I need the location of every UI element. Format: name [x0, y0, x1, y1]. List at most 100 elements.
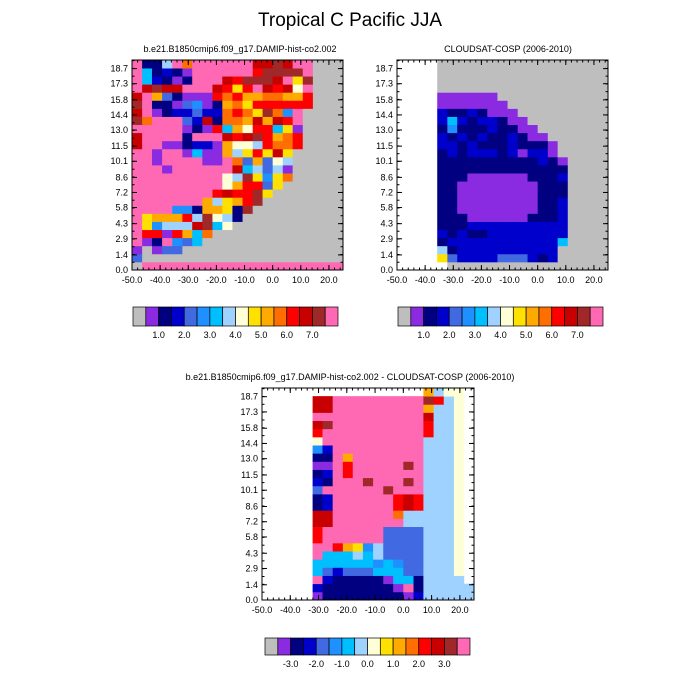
heatmap-cell [342, 477, 354, 487]
heatmap-cell [292, 253, 304, 263]
heatmap-cell [437, 213, 448, 222]
heatmap-cell [567, 237, 579, 247]
heatmap-cell [457, 108, 468, 117]
y-tick-label: 4.3 [115, 219, 128, 229]
heatmap-cell [232, 68, 243, 77]
heatmap-cell [292, 245, 304, 255]
heatmap-cell [292, 205, 304, 214]
heatmap-cell [373, 461, 384, 470]
heatmap-cell [527, 140, 539, 150]
heatmap-cell [497, 68, 508, 77]
heatmap-cell [453, 485, 465, 495]
heatmap-cell [292, 181, 304, 190]
heatmap-cell [453, 477, 465, 487]
heatmap-cell [151, 253, 163, 263]
heatmap-cell [393, 436, 404, 446]
heatmap-cell [487, 100, 498, 109]
heatmap-cell [262, 68, 274, 77]
heatmap-cell [222, 189, 233, 198]
heatmap-cell [437, 84, 448, 93]
heatmap-cell [467, 229, 478, 239]
heatmap-cell [272, 261, 284, 271]
heatmap-cell [443, 510, 455, 519]
heatmap-cell [547, 140, 559, 150]
heatmap-cell [433, 551, 445, 560]
heatmap-cell [162, 189, 173, 198]
heatmap-cell [202, 148, 213, 158]
heatmap-cell [182, 76, 193, 85]
heatmap-cell [352, 502, 364, 511]
heatmap-cell [262, 124, 274, 134]
heatmap-cell [352, 494, 364, 503]
heatmap-cell [252, 100, 263, 109]
heatmap-cell [403, 404, 414, 413]
x-tick-label: -10.0 [234, 275, 255, 285]
heatmap-cell [352, 469, 364, 479]
colorbar-label: 1.0 [417, 330, 430, 340]
heatmap-cell [312, 76, 324, 85]
heatmap-cell [457, 148, 468, 158]
heatmap-cell [362, 420, 374, 430]
heatmap-cell [467, 116, 478, 126]
heatmap-cell [577, 173, 589, 182]
y-tick-label: 4.3 [380, 219, 393, 229]
heatmap-cell [433, 420, 445, 430]
heatmap-cell [477, 60, 488, 69]
heatmap-cell [362, 551, 374, 560]
heatmap-cell [507, 84, 519, 93]
y-tick-label: 11.5 [376, 141, 393, 151]
heatmap-cell [393, 461, 404, 470]
heatmap-cell [362, 583, 374, 593]
heatmap-cell [192, 108, 203, 117]
heatmap-cell [182, 165, 193, 174]
heatmap-cell [222, 68, 233, 77]
panel3-title: b.e21.B1850cmip6.f09_g17.DAMIP-hist-co2.… [185, 372, 515, 382]
heatmap-cell [222, 221, 233, 231]
heatmap-cell [272, 181, 284, 190]
heatmap-cell [403, 510, 414, 519]
heatmap-cell [362, 445, 374, 454]
heatmap-cell [413, 559, 424, 568]
heatmap-cell [373, 485, 384, 495]
heatmap-cell [588, 68, 599, 77]
heatmap-cell [527, 165, 539, 174]
heatmap-cell [517, 181, 528, 190]
heatmap-cell [527, 68, 539, 77]
heatmap-cell [457, 68, 468, 77]
heatmap-cell [172, 237, 183, 247]
heatmap-cell [487, 132, 498, 142]
heatmap-cell [437, 76, 448, 85]
heatmap-cell [323, 237, 334, 247]
heatmap-cell [323, 165, 334, 174]
heatmap-cell [507, 92, 519, 101]
heatmap-cell [202, 245, 213, 255]
heatmap-cell [577, 197, 589, 206]
heatmap-cell [232, 60, 243, 69]
y-tick-label: 11.5 [111, 141, 128, 151]
heatmap-cell [497, 237, 508, 247]
heatmap-cell [172, 76, 183, 85]
heatmap-cell [507, 181, 519, 190]
heatmap-cell [487, 229, 498, 239]
heatmap-cell [537, 100, 549, 109]
heatmap-cell [302, 229, 314, 239]
y-tick-label: 13.0 [110, 125, 128, 135]
heatmap-cell [588, 132, 599, 142]
heatmap-cell [437, 156, 448, 166]
heatmap-cell [577, 205, 589, 214]
heatmap-cell [517, 68, 528, 77]
heatmap-cell [453, 453, 465, 462]
heatmap-cell [567, 140, 579, 150]
heatmap-cell [142, 221, 153, 231]
heatmap-cell [567, 148, 579, 158]
heatmap-cell [537, 173, 549, 182]
heatmap-cell [232, 261, 243, 271]
heatmap-cell [192, 68, 203, 77]
heatmap-cell [282, 253, 294, 263]
heatmap-cell [537, 197, 549, 206]
heatmap-cell [132, 132, 143, 142]
y-tick-label: 2.9 [380, 234, 393, 244]
heatmap-cell [312, 591, 323, 601]
heatmap-cell [172, 165, 183, 174]
heatmap-cell [212, 261, 223, 271]
